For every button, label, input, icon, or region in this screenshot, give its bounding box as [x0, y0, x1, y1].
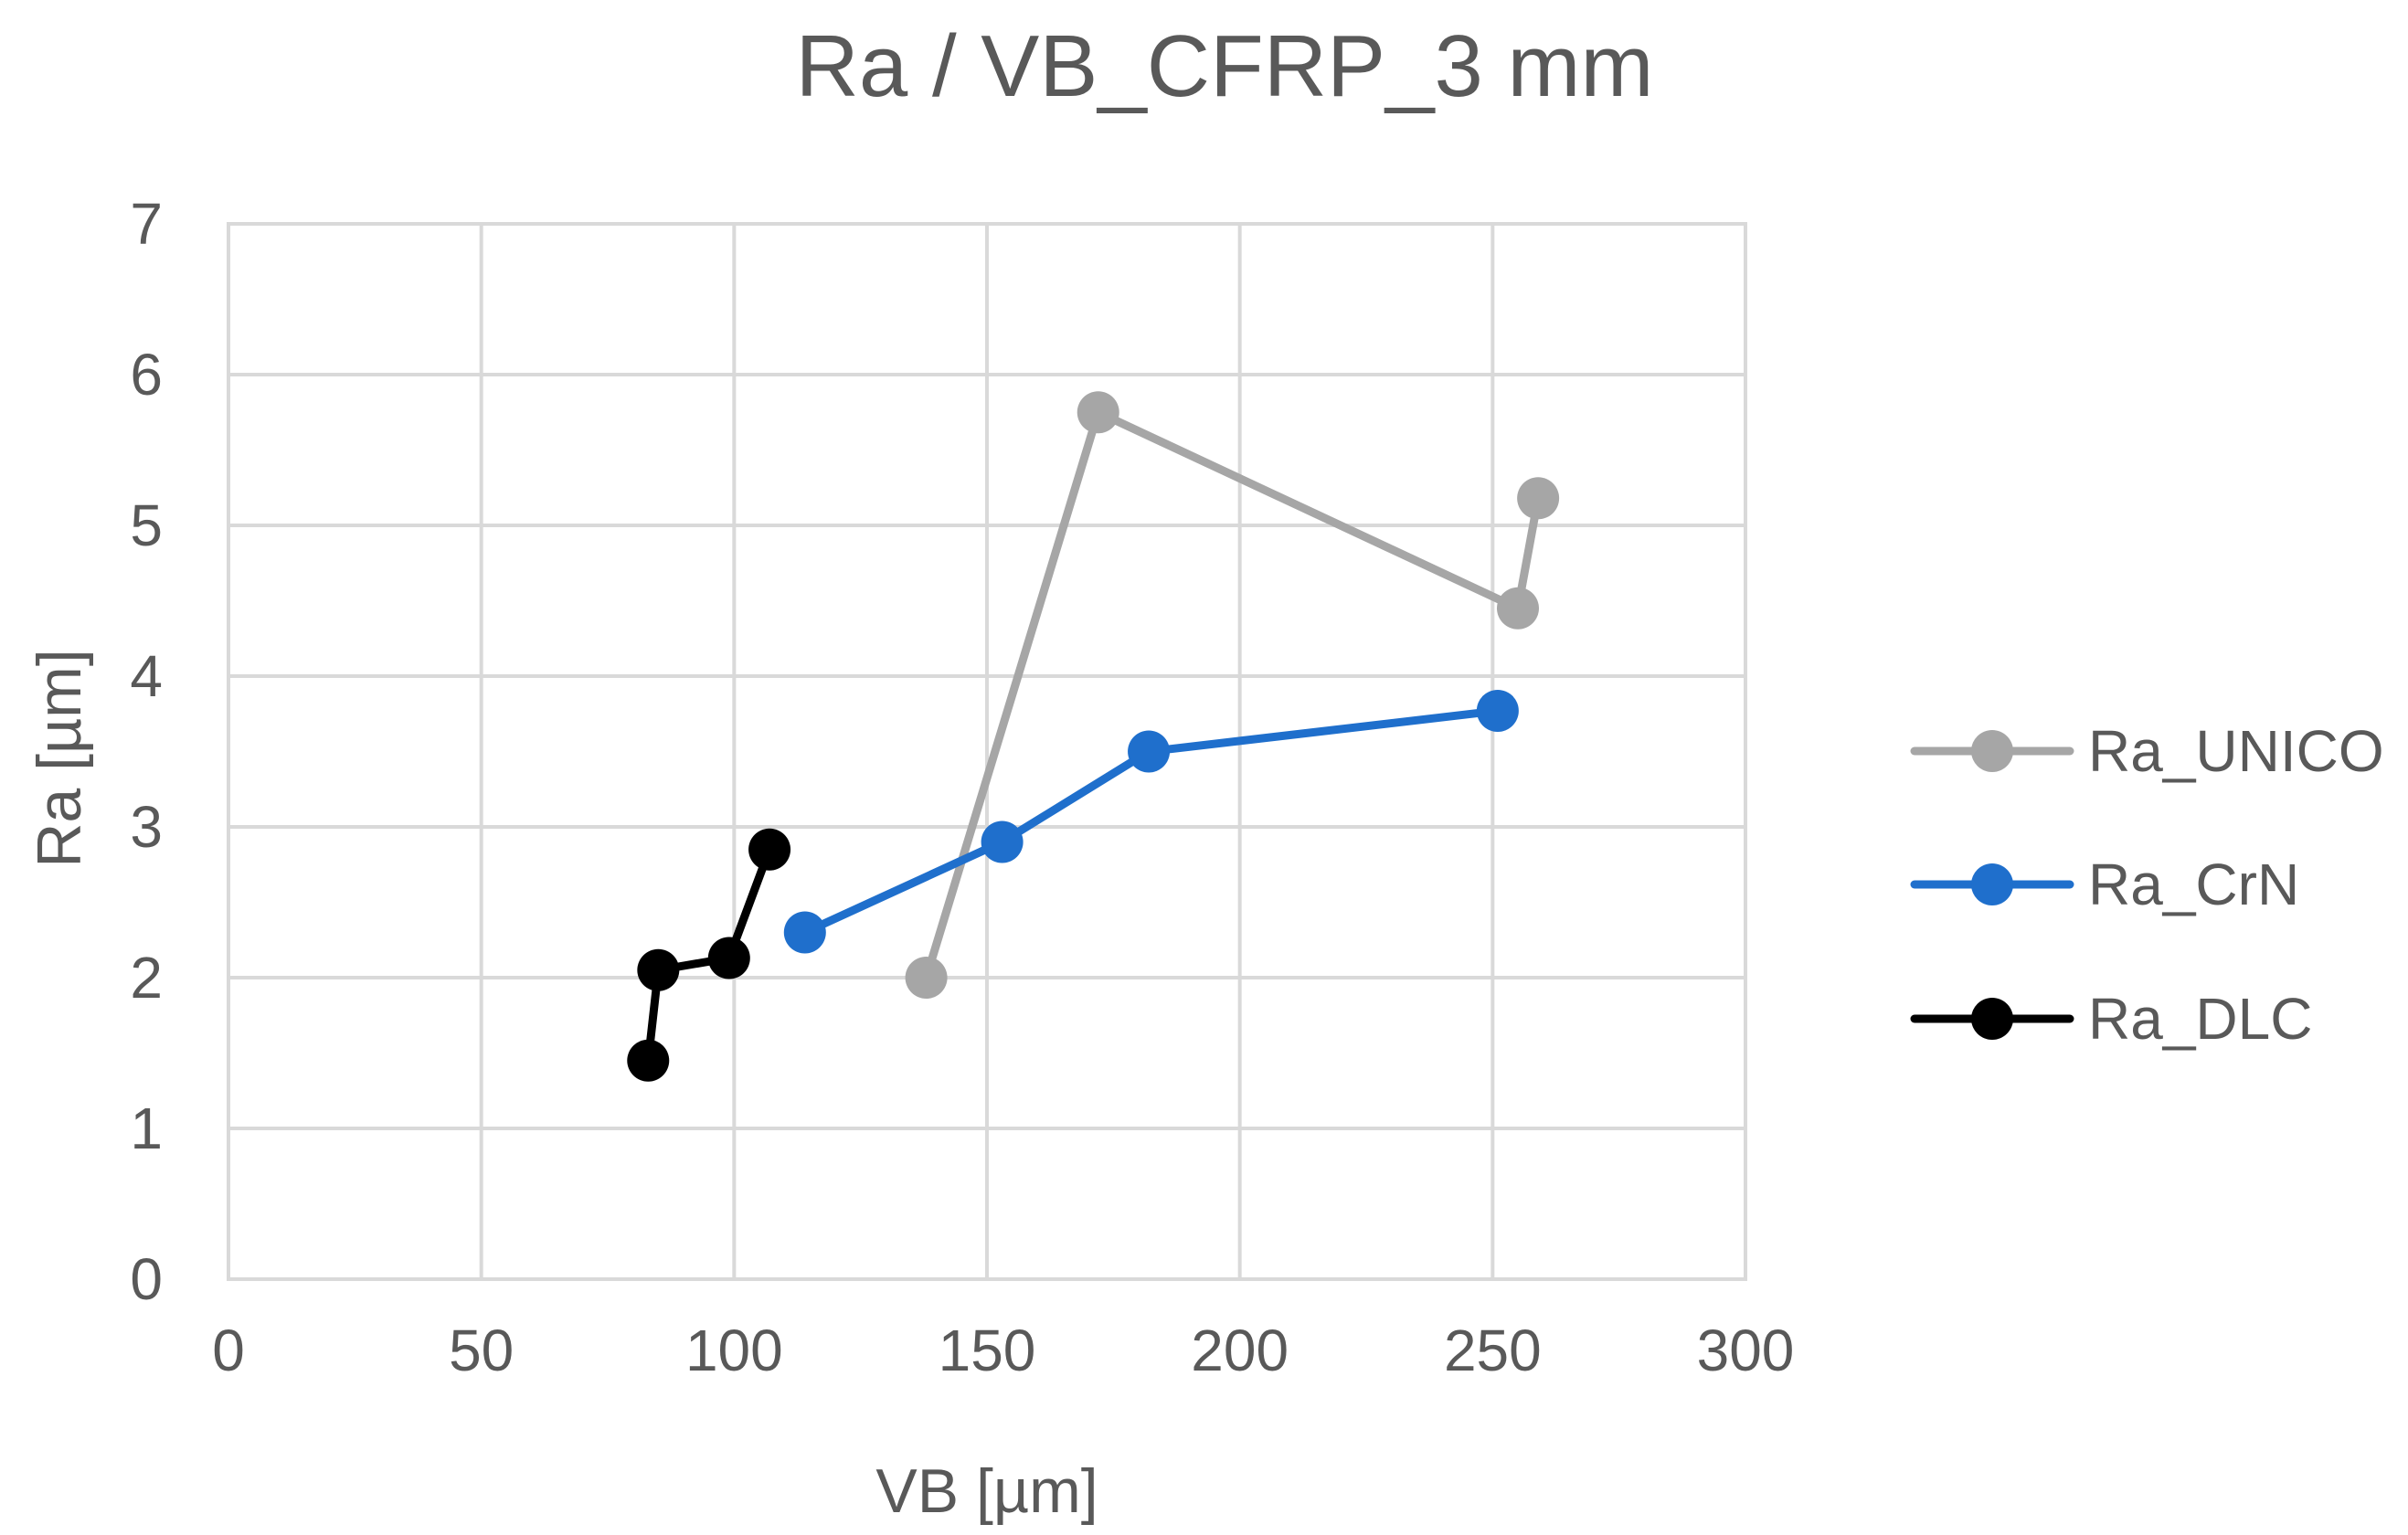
data-point[interactable]: [783, 911, 826, 954]
chart-title: Ra / VB_CFRP_3 mm: [796, 17, 1654, 115]
legend-item[interactable]: Ra_DLC: [1910, 986, 2312, 1052]
legend-label: Ra_DLC: [2088, 986, 2312, 1052]
data-point[interactable]: [637, 948, 680, 991]
x-tick-label: 150: [939, 1318, 1036, 1383]
x-tick-label: 0: [212, 1318, 245, 1383]
legend-label: Ra_UNICO: [2088, 718, 2384, 784]
series-ra-crn: [783, 689, 1519, 954]
y-tick-label: 6: [130, 342, 163, 408]
y-tick-label: 5: [130, 492, 163, 558]
data-point[interactable]: [1517, 477, 1560, 520]
x-tick-label: 250: [1444, 1318, 1542, 1383]
legend-marker: [1971, 863, 2013, 905]
series-ra-unico: [905, 391, 1560, 999]
axis-ticks: 0 50 100 150 200 250 300 0 1 2 3 4 5 6 7: [130, 191, 1794, 1383]
data-point[interactable]: [1476, 689, 1519, 732]
series-group: [627, 391, 1560, 1082]
series-line: [801, 706, 1502, 937]
x-tick-label: 100: [685, 1318, 783, 1383]
y-axis-title: Ra [µm]: [25, 649, 94, 867]
x-tick-label: 50: [449, 1318, 514, 1383]
legend-marker: [1971, 998, 2013, 1040]
legend-item[interactable]: Ra_CrN: [1910, 852, 2299, 917]
data-point[interactable]: [748, 828, 791, 871]
y-tick-label: 2: [130, 945, 163, 1011]
y-tick-label: 4: [130, 643, 163, 709]
y-tick-label: 0: [130, 1246, 163, 1312]
series-ra-dlc: [627, 828, 791, 1082]
y-tick-label: 7: [130, 191, 163, 257]
data-point[interactable]: [905, 957, 948, 999]
legend: Ra_UNICO Ra_CrN Ra_DLC: [1910, 718, 2384, 1052]
legend-marker: [1971, 730, 2013, 772]
legend-label: Ra_CrN: [2088, 852, 2299, 917]
data-point[interactable]: [707, 937, 750, 979]
x-axis-title: VB [µm]: [875, 1456, 1098, 1526]
data-point[interactable]: [1497, 587, 1539, 630]
series-line: [643, 845, 774, 1065]
data-point[interactable]: [627, 1039, 670, 1082]
legend-item[interactable]: Ra_UNICO: [1910, 718, 2384, 784]
data-point[interactable]: [981, 820, 1024, 863]
data-point[interactable]: [1128, 730, 1171, 773]
x-tick-label: 200: [1191, 1318, 1289, 1383]
y-tick-label: 3: [130, 794, 163, 860]
x-tick-label: 300: [1697, 1318, 1795, 1383]
series-line: [922, 408, 1543, 982]
data-point[interactable]: [1077, 391, 1119, 434]
y-tick-label: 1: [130, 1096, 163, 1161]
plot-area: [227, 222, 1747, 1281]
grid: [227, 222, 1747, 1281]
